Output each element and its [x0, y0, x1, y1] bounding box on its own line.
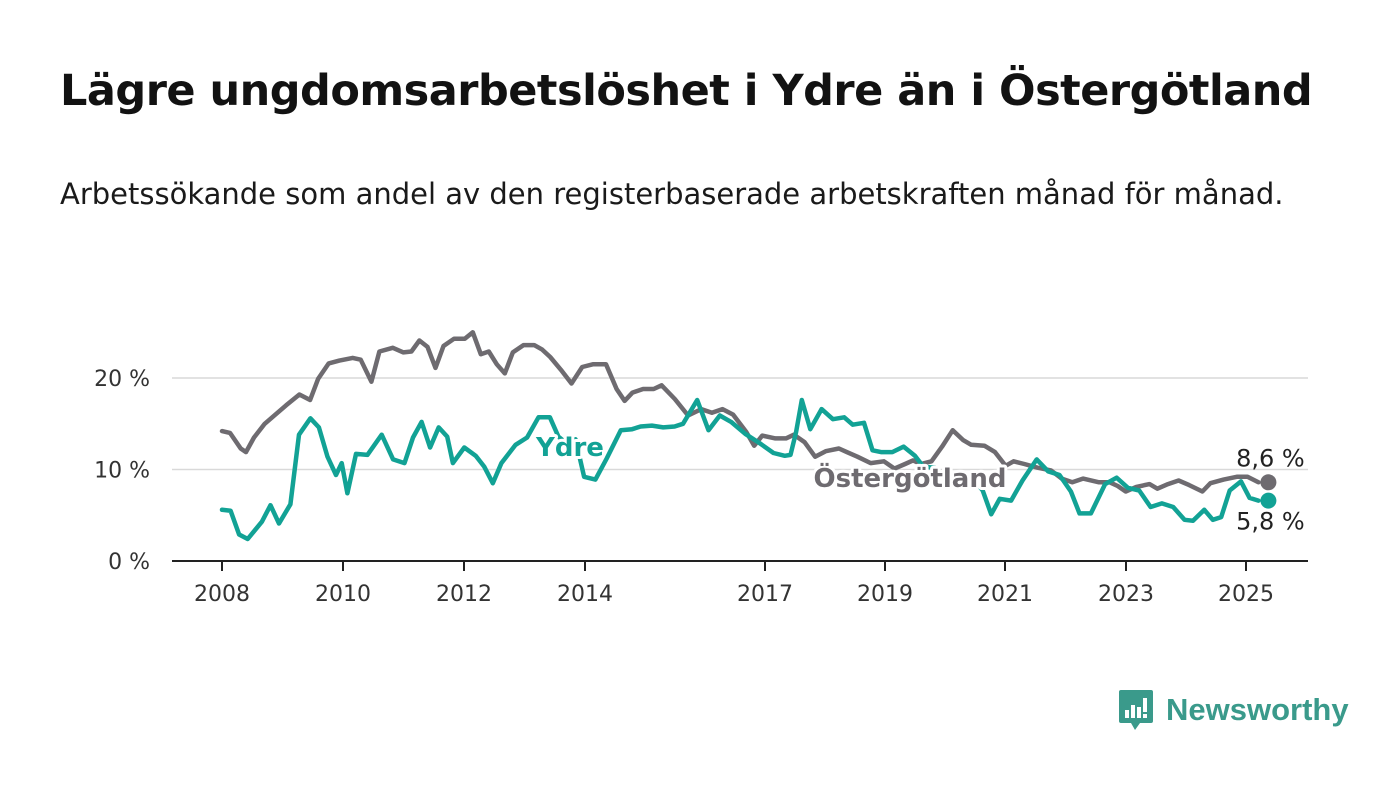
- series-end-point: [1260, 474, 1277, 491]
- x-axis-ticks: 2008 2010 2012 2014 2017 2019 2021 2023 2025: [194, 561, 1274, 607]
- y-axis-ticks: 0 % 10 % 20 %: [94, 367, 150, 575]
- x-tick-label: 2017: [737, 582, 793, 607]
- bar-chart-speech-bubble-icon: [1119, 690, 1153, 730]
- x-tick-label: 2012: [436, 582, 492, 607]
- chart-subtitle: Arbetssökande som andel av den registerb…: [60, 177, 1284, 211]
- x-tick-label: 2021: [977, 582, 1033, 607]
- series-line-ostergotland: [219, 330, 1261, 494]
- series-name-label: Ydre: [535, 433, 604, 463]
- y-tick-label: 10 %: [94, 459, 150, 484]
- x-tick-label: 2014: [557, 582, 613, 607]
- series-end-point: [1260, 492, 1277, 509]
- grid-lines: [172, 377, 1308, 562]
- x-tick-label: 2008: [194, 582, 250, 607]
- series-labels: 8,6 % 5,8 % Ydre Östergötland: [532, 430, 1305, 536]
- x-tick-label: 2019: [857, 582, 913, 607]
- x-tick-label: 2023: [1098, 582, 1154, 607]
- series-end-label: 8,6 %: [1236, 444, 1305, 472]
- chart-title: Lägre ungdomsarbetslöshet i Ydre än i Ös…: [60, 66, 1313, 116]
- brand-name: Newsworthy: [1166, 692, 1349, 727]
- x-tick-label: 2025: [1218, 582, 1274, 607]
- y-tick-label: 20 %: [94, 367, 150, 392]
- brand-logo: Newsworthy: [1118, 688, 1349, 732]
- series-line-ydre: [219, 397, 1261, 542]
- series-end-label: 5,8 %: [1236, 508, 1305, 536]
- y-tick-label: 0 %: [108, 550, 150, 575]
- series-lines: [219, 330, 1277, 542]
- x-tick-label: 2010: [315, 582, 371, 607]
- series-name-label: Östergötland: [814, 461, 1007, 494]
